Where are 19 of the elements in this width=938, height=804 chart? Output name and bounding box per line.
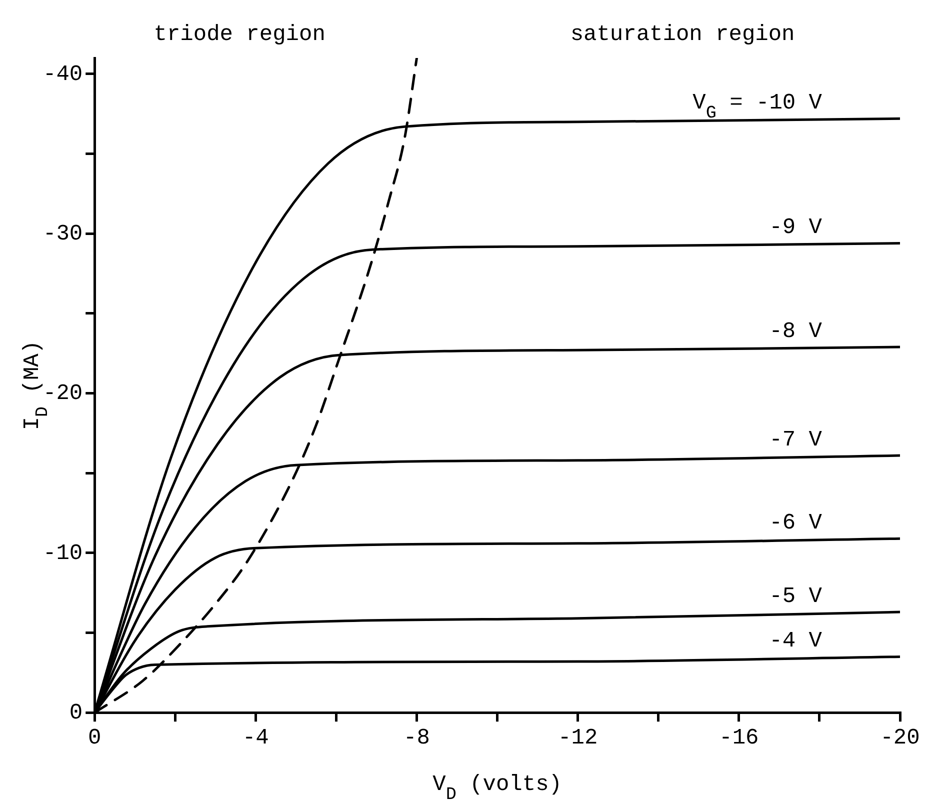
x-tick-label: -12	[558, 726, 598, 751]
x-tick-label: -16	[719, 726, 759, 751]
text: saturation region	[570, 22, 795, 47]
series-label: -7 V	[769, 428, 823, 453]
series-label: -9 V	[769, 215, 823, 240]
y-tick-label: -30	[42, 221, 83, 246]
x-tick-label: -8	[404, 726, 430, 751]
x-tick-label: -4	[242, 726, 269, 751]
series-label: -8 V	[769, 318, 823, 344]
x-tick-label: 0	[88, 726, 102, 751]
series-label: -5 V	[769, 584, 823, 610]
text: triode region	[154, 22, 326, 47]
y-tick-label: -40	[42, 62, 83, 87]
y-tick-label: -10	[42, 540, 83, 566]
y-tick-label: -20	[42, 381, 83, 406]
x-tick-label: -20	[880, 726, 920, 751]
series-label: -6 V	[769, 510, 823, 536]
y-tick-label: 0	[69, 700, 83, 726]
series-label: -4 V	[769, 628, 823, 654]
